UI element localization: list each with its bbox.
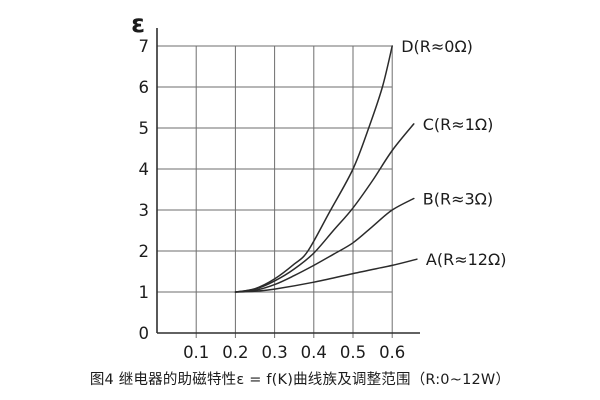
curve-label-C: C(R≈1Ω) (423, 115, 494, 134)
y-axis-title: ε (131, 9, 145, 38)
y-tick-label: 7 (139, 37, 150, 56)
x-tick-label: 0.2 (222, 343, 248, 362)
x-tick-label: 0.1 (183, 343, 209, 362)
x-tick-label: 0.4 (301, 343, 327, 362)
y-tick-label: 5 (139, 119, 150, 138)
y-tick-label: 2 (139, 242, 150, 261)
y-tick-label: 3 (139, 201, 150, 220)
curve-label-A: A(R≈12Ω) (426, 250, 507, 269)
x-tick-label: 0.6 (379, 343, 405, 362)
y-tick-label: 6 (139, 78, 150, 97)
y-tick-label: 0 (139, 324, 150, 343)
curve-B (234, 197, 415, 293)
curve-label-B: B(R≈3Ω) (423, 190, 493, 209)
line-chart: ε 0 1 2 3 4 5 6 7 0.1 0.2 0.3 0.4 0.5 0.6 D(R≈0Ω) C(R≈1Ω… (131, 9, 507, 362)
x-tick-label: 0.3 (261, 343, 287, 362)
y-tick-label: 4 (139, 160, 150, 179)
curve-C (234, 123, 415, 293)
curve-D (234, 45, 393, 293)
curve-label-D: D(R≈0Ω) (401, 37, 473, 56)
x-tick-label: 0.5 (340, 343, 366, 362)
y-tick-label: 1 (139, 283, 150, 302)
curve-A (234, 258, 418, 293)
figure-caption: 图4 继电器的助磁特性ε = f(K)曲线族及调整范围（R:0~12W） (89, 372, 511, 388)
